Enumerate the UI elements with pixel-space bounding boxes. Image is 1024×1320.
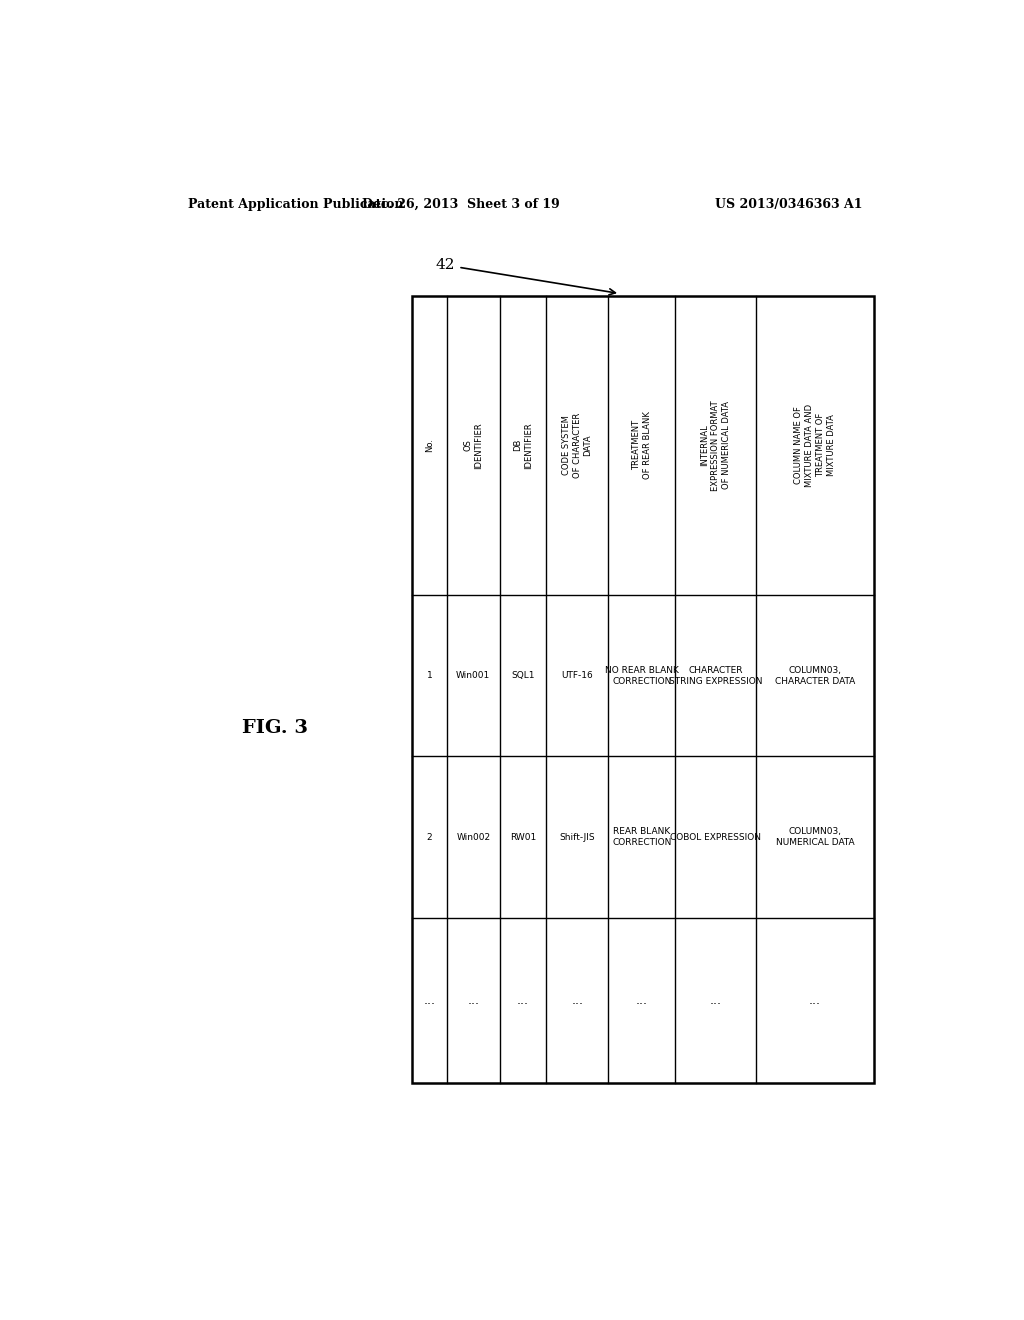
Text: CHARACTER
STRING EXPRESSION: CHARACTER STRING EXPRESSION [669, 665, 763, 685]
Text: SQL1: SQL1 [511, 671, 535, 680]
Text: Dec. 26, 2013  Sheet 3 of 19: Dec. 26, 2013 Sheet 3 of 19 [362, 198, 560, 211]
Text: Win002: Win002 [457, 833, 490, 842]
Text: 42: 42 [436, 259, 615, 294]
Text: REAR BLANK
CORRECTION: REAR BLANK CORRECTION [612, 828, 672, 847]
Text: Win001: Win001 [456, 671, 490, 680]
Text: COLUMN03,
NUMERICAL DATA: COLUMN03, NUMERICAL DATA [776, 828, 854, 847]
Text: US 2013/0346363 A1: US 2013/0346363 A1 [715, 198, 862, 211]
Text: ...: ... [809, 994, 821, 1007]
Text: ...: ... [467, 994, 479, 1007]
Text: ...: ... [424, 994, 435, 1007]
Text: COLUMN NAME OF
MIXTURE DATA AND
TREATMENT OF
MIXTURE DATA: COLUMN NAME OF MIXTURE DATA AND TREATMEN… [795, 404, 836, 487]
Text: Patent Application Publication: Patent Application Publication [187, 198, 403, 211]
Text: TREATMENT
OF REAR BLANK: TREATMENT OF REAR BLANK [632, 412, 651, 479]
Text: UTF-16: UTF-16 [561, 671, 593, 680]
Text: NO REAR BLANK
CORRECTION: NO REAR BLANK CORRECTION [605, 665, 679, 685]
Text: 2: 2 [427, 833, 432, 842]
Text: OS
IDENTIFIER: OS IDENTIFIER [464, 422, 483, 469]
Text: CODE SYSTEM
OF CHARACTER
DATA: CODE SYSTEM OF CHARACTER DATA [562, 413, 593, 478]
Text: ...: ... [710, 994, 722, 1007]
Text: 1: 1 [427, 671, 432, 680]
Text: COBOL EXPRESSION: COBOL EXPRESSION [671, 833, 761, 842]
Text: DB
IDENTIFIER: DB IDENTIFIER [513, 422, 532, 469]
Text: ...: ... [571, 994, 584, 1007]
Bar [412, 296, 873, 1084]
Text: INTERNAL
EXPRESSION FORMAT
OF NUMERICAL DATA: INTERNAL EXPRESSION FORMAT OF NUMERICAL … [700, 400, 731, 491]
Text: FIG. 3: FIG. 3 [242, 718, 308, 737]
Text: Shift-JIS: Shift-JIS [559, 833, 595, 842]
Text: COLUMN03,
CHARACTER DATA: COLUMN03, CHARACTER DATA [775, 665, 855, 685]
Text: ...: ... [517, 994, 529, 1007]
Text: RW01: RW01 [510, 833, 537, 842]
Text: ...: ... [636, 994, 648, 1007]
Text: No.: No. [425, 438, 434, 453]
